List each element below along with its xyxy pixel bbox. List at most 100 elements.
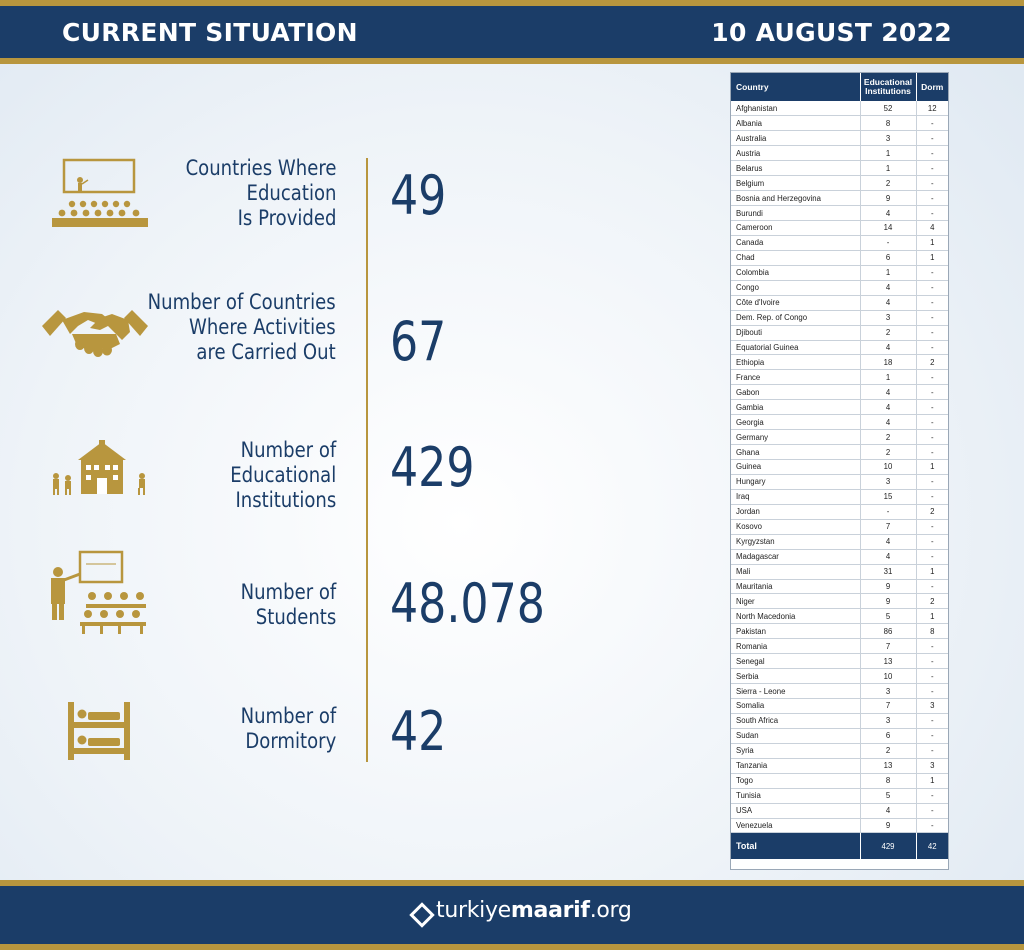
country-cell: Iraq	[731, 489, 861, 505]
educational-institutions-cell: 18	[860, 354, 917, 371]
table-row: Somalia 7 3	[731, 698, 948, 714]
educational-institutions-cell: 4	[860, 549, 917, 565]
country-cell: France	[731, 369, 861, 386]
country-cell: Sierra - Leone	[731, 683, 861, 699]
educational-institutions-cell: 4	[860, 384, 917, 401]
educational-institutions-cell: 14	[860, 220, 917, 236]
stat-label-students: Number of Students	[240, 580, 336, 629]
country-cell: Mauritania	[731, 579, 861, 595]
country-cell: Romania	[731, 638, 861, 655]
dorm-cell: 2	[916, 593, 948, 610]
country-cell: Gambia	[731, 399, 861, 416]
brand-url[interactable]: turkiyemaarif.org	[436, 898, 632, 923]
educational-institutions-cell: 10	[860, 459, 917, 475]
dorm-cell: 1	[916, 608, 948, 625]
stat-value-institutions: 429	[390, 436, 475, 499]
country-cell: Dem. Rep. of Congo	[731, 310, 861, 326]
dorm-cell: -	[916, 130, 948, 147]
table-row: Austria 1-	[731, 145, 948, 162]
educational-institutions-cell: 7	[860, 519, 917, 535]
table-row: USA 4-	[731, 803, 948, 819]
table-row: Colombia 1-	[731, 265, 948, 281]
dorm-cell: -	[916, 474, 948, 490]
country-cell: Colombia	[731, 265, 861, 281]
educational-institutions-cell: 3	[860, 683, 917, 699]
educational-institutions-cell: 86	[860, 623, 917, 640]
country-cell: Germany	[731, 429, 861, 446]
educational-institutions-cell: 5	[860, 788, 917, 804]
country-cell: Cameroon	[731, 220, 861, 236]
school-building-icon	[53, 440, 145, 495]
table-row: Djibouti 2-	[731, 325, 948, 341]
column-header-country: Country	[731, 73, 861, 101]
dorm-cell: -	[916, 369, 948, 386]
country-cell: Belgium	[731, 175, 861, 192]
dorm-cell: -	[916, 280, 948, 296]
educational-institutions-cell: 9	[860, 190, 917, 207]
country-cell: Burundi	[731, 205, 861, 221]
stat-label-countries-activities: Number of Countries Where Activities are C…	[147, 290, 336, 364]
educational-institutions-cell: 4	[860, 534, 917, 550]
table-total-row: Total 429 42	[731, 832, 948, 859]
dorm-cell: -	[916, 683, 948, 699]
educational-institutions-cell: 9	[860, 579, 917, 595]
stat-label-institutions: Number of Educational Institutions	[229, 438, 336, 512]
table-row: Hungary 3-	[731, 474, 948, 490]
country-cell: Togo	[731, 773, 861, 789]
country-cell: Niger	[731, 593, 861, 610]
table-row: Togo 8 1	[731, 773, 948, 789]
educational-institutions-cell: 2	[860, 175, 917, 192]
country-cell: Hungary	[731, 474, 861, 490]
stats-divider	[366, 158, 368, 762]
table-row: Syria 2-	[731, 743, 948, 759]
educational-institutions-cell: 5	[860, 608, 917, 625]
country-cell: Sudan	[731, 728, 861, 744]
country-cell: Pakistan	[731, 623, 861, 640]
table-row: Congo 4-	[731, 280, 948, 296]
dorm-cell: -	[916, 340, 948, 356]
table-row: Burundi 4-	[731, 205, 948, 221]
country-cell: Syria	[731, 743, 861, 759]
footer-bar: turkiyemaarif.org	[0, 886, 1024, 944]
country-cell: Senegal	[731, 653, 861, 670]
country-cell: Georgia	[731, 414, 861, 431]
dorm-cell: 12	[916, 101, 948, 117]
dorm-cell: 2	[916, 354, 948, 371]
educational-institutions-cell: 2	[860, 429, 917, 446]
table-row: Pakistan 86 8	[731, 623, 948, 640]
dorm-cell: 1	[916, 564, 948, 580]
educational-institutions-cell: 3	[860, 713, 917, 729]
table-row: Belgium 2-	[731, 175, 948, 192]
table-row: Australia 3-	[731, 130, 948, 147]
table-row: Gambia 4-	[731, 399, 948, 416]
dorm-cell: -	[916, 549, 948, 565]
country-cell: Jordan	[731, 504, 861, 520]
dorm-cell: -	[916, 653, 948, 670]
header-bar: CURRENT SITUATION 10 AUGUST 2022	[0, 6, 1024, 58]
page-title: CURRENT SITUATION	[62, 18, 358, 47]
educational-institutions-cell: 8	[860, 115, 917, 132]
table-row: Canada -1	[731, 235, 948, 251]
dorm-cell: -	[916, 534, 948, 550]
dorm-cell: -	[916, 384, 948, 401]
total-educational-institutions: 429	[860, 832, 917, 859]
table-row: Mali 31 1	[731, 564, 948, 580]
educational-institutions-cell: 15	[860, 489, 917, 505]
dorm-cell: -	[916, 818, 948, 834]
educational-institutions-cell: 4	[860, 205, 917, 221]
educational-institutions-cell: 2	[860, 743, 917, 759]
dorm-cell: 1	[916, 235, 948, 251]
stat-value-countries-education: 49	[390, 164, 447, 227]
header-gold-stripe	[0, 58, 1024, 64]
table-row: Dem. Rep. of Congo 3-	[731, 310, 948, 326]
table-header-row: Country Educational Institutions Dorm	[731, 73, 948, 101]
dorm-cell: 1	[916, 459, 948, 475]
country-cell: Belarus	[731, 160, 861, 177]
country-cell: Chad	[731, 250, 861, 266]
dorm-cell: -	[916, 145, 948, 162]
educational-institutions-cell: -	[860, 235, 917, 251]
table-row: France 1-	[731, 369, 948, 386]
dorm-cell: -	[916, 743, 948, 759]
table-row: Niger 9 2	[731, 593, 948, 610]
educational-institutions-cell: 4	[860, 340, 917, 356]
